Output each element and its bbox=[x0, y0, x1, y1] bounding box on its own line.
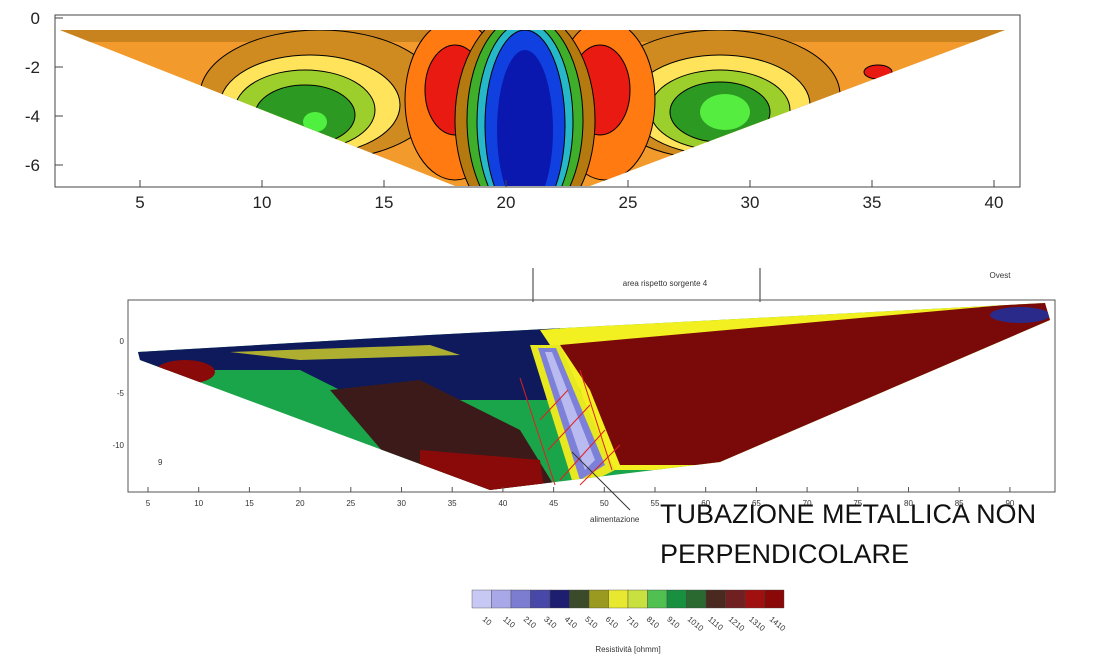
legend-swatch bbox=[510, 589, 531, 609]
y-tick-label: 0 bbox=[120, 337, 125, 346]
y-tick-label: -10 bbox=[112, 441, 124, 450]
legend-swatch bbox=[530, 589, 551, 609]
legend-swatch bbox=[744, 589, 765, 609]
annotation: TUBAZIONE METALLICA NON bbox=[660, 499, 1036, 529]
legend-label: 110 bbox=[501, 615, 517, 630]
legend-swatch bbox=[588, 589, 609, 609]
legend-label: 710 bbox=[624, 615, 640, 631]
resistivity-map bbox=[138, 303, 1050, 490]
x-tick-label: 40 bbox=[985, 193, 1004, 212]
pointer-label: alimentazione bbox=[590, 515, 640, 524]
x-tick-label: 25 bbox=[346, 499, 355, 508]
legend-label: 510 bbox=[583, 615, 599, 631]
annotation: PERPENDICOLARE bbox=[660, 539, 909, 569]
legend-swatch bbox=[627, 589, 648, 609]
legend-swatch bbox=[686, 589, 707, 609]
legend-label: 910 bbox=[665, 615, 681, 631]
x-tick-label: 55 bbox=[651, 499, 660, 508]
y-tick-label: -5 bbox=[117, 389, 125, 398]
legend-label: 310 bbox=[542, 615, 558, 631]
area-label: area rispetto sorgente 4 bbox=[623, 279, 708, 288]
legend-swatch bbox=[549, 589, 570, 609]
legend-label: 410 bbox=[563, 615, 579, 631]
legend-label: 610 bbox=[604, 615, 620, 631]
top-axes: 0 -2 -4 -6 5 10 15 20 25 30 35 40 bbox=[25, 9, 1004, 212]
y-tick-label: -2 bbox=[25, 58, 40, 77]
legend-swatch bbox=[471, 589, 492, 609]
x-tick-label: 35 bbox=[448, 499, 457, 508]
legend-label: 810 bbox=[645, 615, 661, 631]
legend-swatch bbox=[491, 589, 512, 609]
y-tick-label: -6 bbox=[25, 156, 40, 175]
marker-label: 9 bbox=[158, 458, 163, 467]
side-label: Ovest bbox=[990, 271, 1012, 280]
x-tick-label: 75 bbox=[853, 499, 862, 508]
pointer-line bbox=[571, 451, 631, 511]
y-tick-label: 0 bbox=[31, 9, 40, 28]
legend-swatch bbox=[647, 589, 668, 609]
bottom-section: area rispetto sorgente 4 Ovest 9 aliment… bbox=[112, 268, 1056, 524]
frame bbox=[54, 14, 1021, 188]
legend-swatch bbox=[569, 589, 590, 609]
x-tick-label: 65 bbox=[752, 499, 761, 508]
x-tick-label: 35 bbox=[863, 193, 882, 212]
y-tick-label: -4 bbox=[25, 107, 40, 126]
x-tick-label: 20 bbox=[497, 193, 516, 212]
x-tick-label: 80 bbox=[904, 499, 913, 508]
x-tick-label: 25 bbox=[619, 193, 638, 212]
legend-label: 10 bbox=[481, 615, 494, 628]
legend-label: 210 bbox=[522, 615, 538, 631]
x-tick-label: 10 bbox=[253, 193, 272, 212]
legend-label: 1410 bbox=[768, 615, 788, 634]
x-tick-label: 5 bbox=[135, 193, 144, 212]
legend-swatch bbox=[725, 589, 746, 609]
x-tick-label: 70 bbox=[803, 499, 812, 508]
legend-swatch bbox=[666, 589, 687, 609]
legend-label: 1210 bbox=[727, 615, 747, 634]
x-tick-label: 45 bbox=[549, 499, 558, 508]
x-tick-label: 10 bbox=[194, 499, 203, 508]
legend-swatch bbox=[764, 589, 785, 609]
x-tick-label: 85 bbox=[955, 499, 964, 508]
x-tick-label: 30 bbox=[741, 193, 760, 212]
x-tick-label: 90 bbox=[1005, 499, 1014, 508]
legend-title: Resistività [ohmm] bbox=[595, 645, 660, 654]
hatching bbox=[519, 369, 621, 486]
x-tick-label: 15 bbox=[375, 193, 394, 212]
bottom-axes: 0 -5 -10 5 10 15 20 25 30 35 40 45 50 55 60 65 70 75 80 85 9… bbox=[112, 337, 1014, 508]
legend-swatch bbox=[705, 589, 726, 609]
x-tick-label: 40 bbox=[498, 499, 507, 508]
x-tick-label: 60 bbox=[701, 499, 710, 508]
legend-swatch bbox=[608, 589, 629, 609]
legend-label: 1110 bbox=[706, 615, 725, 633]
legend-label: 1010 bbox=[686, 615, 706, 634]
x-tick-label: 15 bbox=[245, 499, 254, 508]
x-tick-label: 50 bbox=[600, 499, 609, 508]
x-tick-label: 30 bbox=[397, 499, 406, 508]
x-tick-label: 20 bbox=[296, 499, 305, 508]
legend-label: 1310 bbox=[747, 615, 767, 634]
top-section: 0 -2 -4 -6 5 10 15 20 25 30 35 40 bbox=[25, 9, 1021, 212]
frame bbox=[127, 299, 1056, 493]
x-tick-label: 5 bbox=[146, 499, 151, 508]
